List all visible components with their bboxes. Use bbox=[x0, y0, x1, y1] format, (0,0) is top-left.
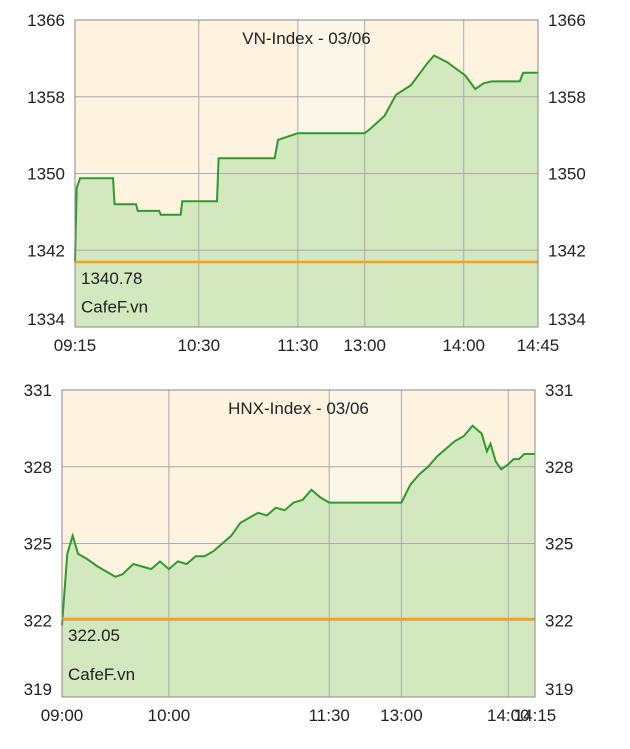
reference-label: 1340.78 bbox=[81, 269, 142, 288]
y-tick-label: 1334 bbox=[27, 310, 65, 329]
x-tick-label: 09:15 bbox=[54, 336, 97, 355]
y-tick-label: 319 bbox=[545, 680, 573, 699]
x-tick-label: 10:00 bbox=[148, 706, 191, 725]
y-tick-label: 325 bbox=[24, 535, 52, 554]
area-fill bbox=[75, 55, 538, 327]
y-tick-label: 325 bbox=[545, 535, 573, 554]
x-tick-label: 14:00 bbox=[487, 706, 530, 725]
y-tick-label: 1350 bbox=[27, 165, 65, 184]
reference-label: 322.05 bbox=[68, 626, 120, 645]
x-tick-label: 14:15 bbox=[514, 706, 557, 725]
y-tick-label: 1334 bbox=[548, 310, 586, 329]
y-tick-label: 1358 bbox=[27, 88, 65, 107]
y-tick-label: 331 bbox=[545, 381, 573, 400]
source-label: CafeF.vn bbox=[81, 298, 148, 317]
x-tick-label: 14:00 bbox=[442, 336, 485, 355]
y-tick-label: 322 bbox=[24, 611, 52, 630]
x-tick-label: 10:30 bbox=[178, 336, 221, 355]
area-fill bbox=[62, 425, 535, 697]
y-tick-label: 1350 bbox=[548, 165, 586, 184]
y-tick-label: 328 bbox=[24, 458, 52, 477]
y-tick-label: 1358 bbox=[548, 88, 586, 107]
y-tick-label: 1366 bbox=[27, 11, 65, 30]
plot-frame bbox=[74, 19, 539, 328]
plot-frame bbox=[61, 389, 536, 698]
x-tick-label: 13:00 bbox=[343, 336, 386, 355]
y-tick-label: 1366 bbox=[548, 11, 586, 30]
x-tick-label: 14:45 bbox=[517, 336, 560, 355]
index-line bbox=[74, 54, 538, 262]
x-tick-label: 09:00 bbox=[41, 706, 84, 725]
y-tick-label: 331 bbox=[24, 381, 52, 400]
x-tick-label: 11:30 bbox=[277, 336, 318, 355]
y-tick-label: 322 bbox=[545, 611, 573, 630]
y-tick-label: 319 bbox=[24, 680, 52, 699]
y-tick-label: 1342 bbox=[27, 241, 65, 260]
y-tick-label: 328 bbox=[545, 458, 573, 477]
index-line bbox=[61, 424, 535, 626]
chart-title: VN-Index - 03/06 bbox=[242, 29, 371, 48]
y-tick-label: 1342 bbox=[548, 241, 586, 260]
x-tick-label: 13:00 bbox=[380, 706, 423, 725]
chart-title: HNX-Index - 03/06 bbox=[228, 399, 369, 418]
x-tick-label: 11:30 bbox=[309, 706, 350, 725]
source-label: CafeF.vn bbox=[68, 665, 135, 684]
